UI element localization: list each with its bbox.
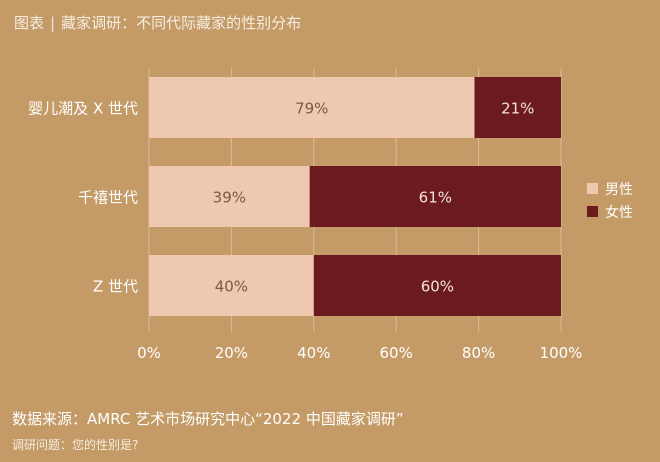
header-separator: | [50, 14, 56, 32]
data-label: 39% [213, 189, 246, 207]
x-tick-label: 40% [297, 344, 330, 362]
data-source: 数据来源：AMRC 艺术市场研究中心“2022 中国藏家调研” [12, 410, 404, 428]
x-tick-label: 60% [380, 344, 413, 362]
legend-swatch-male [587, 183, 598, 194]
data-label: 79% [295, 100, 328, 118]
legend-label: 男性 [605, 182, 633, 198]
data-label: 40% [215, 278, 248, 296]
x-tick-label: 0% [137, 344, 161, 362]
x-tick-label: 20% [215, 344, 248, 362]
stacked-bar-chart: 0% 20% 40% 60% 80% 100% 婴儿潮及 X 世代 79% 21% 千禧世代 39%… [28, 68, 633, 362]
data-label: 21% [501, 100, 534, 118]
survey-question: 调研问题：您的性别是? [12, 438, 139, 452]
bar-female-2 [313, 255, 561, 316]
chart-header: 图表 | 藏家调研：不同代际藏家的性别分布 [14, 12, 301, 33]
x-tick-label: 80% [462, 344, 495, 362]
bar-male-0 [149, 77, 475, 138]
category-label: 千禧世代 [78, 189, 138, 207]
data-label: 60% [421, 278, 454, 296]
bar-female-0 [474, 77, 561, 138]
chart-title: 藏家调研：不同代际藏家的性别分布 [61, 14, 302, 32]
bar-male-1 [149, 166, 310, 227]
bar-female-1 [309, 166, 561, 227]
legend-swatch-female [587, 206, 598, 217]
bar-male-2 [149, 255, 314, 316]
category-label: 婴儿潮及 X 世代 [28, 100, 138, 118]
data-label: 61% [419, 189, 452, 207]
legend-label: 女性 [605, 204, 633, 221]
category-label: Z 世代 [93, 278, 138, 296]
x-tick-label: 100% [540, 344, 583, 362]
header-label: 图表 [14, 14, 45, 32]
